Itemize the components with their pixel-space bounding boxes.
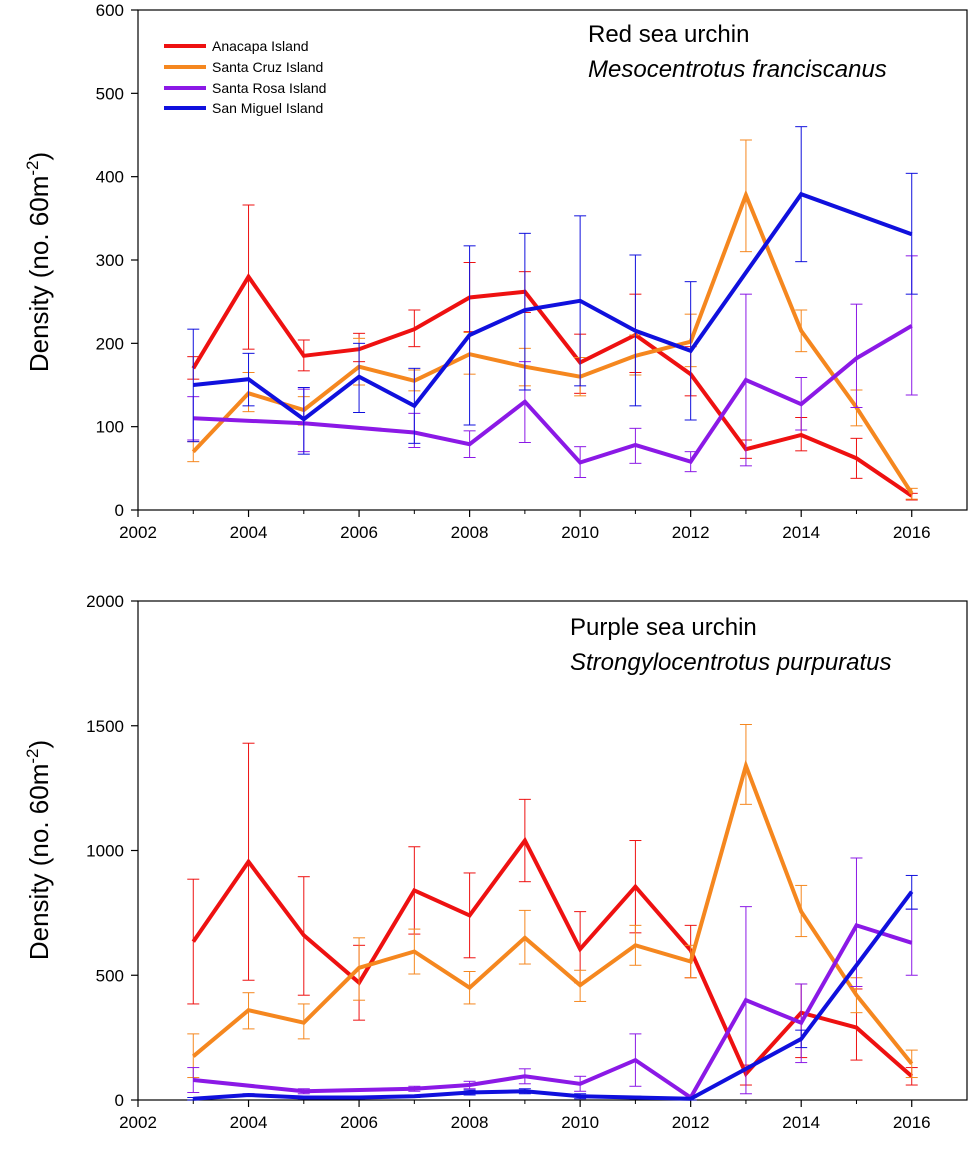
panel-red-sea-urchin: 0 100 200 300 400 500 600 2002 2004 2006 2008 2010… xyxy=(23,1,968,542)
y-tick-label: 200 xyxy=(96,334,124,353)
y-tick-label: 500 xyxy=(96,966,124,985)
y-tick-label: 2000 xyxy=(86,592,124,611)
y-axis: 0 500 1000 1500 2000 xyxy=(86,592,138,1110)
series-santa-rosa xyxy=(187,857,918,1101)
x-axis: 2002 2004 2006 2008 2010 2012 2014 2016 xyxy=(119,510,931,542)
y-axis: 0 100 200 300 400 500 600 xyxy=(96,1,138,520)
x-tick-label: 2016 xyxy=(893,1113,931,1132)
series-layer xyxy=(187,724,918,1101)
y-tick-label: 300 xyxy=(96,251,124,270)
x-tick-label: 2010 xyxy=(561,1113,599,1132)
x-tick-label: 2012 xyxy=(672,1113,710,1132)
y-tick-label: 0 xyxy=(115,501,124,520)
legend-label-anacapa: Anacapa Island xyxy=(212,38,309,54)
series-san-miguel xyxy=(187,874,918,1101)
x-tick-label: 2002 xyxy=(119,523,157,542)
series-san-miguel xyxy=(187,126,918,455)
series-santa-cruz xyxy=(187,139,918,500)
series-line-san-miguel xyxy=(193,890,914,1101)
y-axis-label: Density (no. 60m-2) xyxy=(23,152,54,372)
chart-subtitle: Strongylocentrotus purpuratus xyxy=(570,649,892,676)
x-tick-label: 2016 xyxy=(893,523,931,542)
y-tick-label: 1500 xyxy=(86,717,124,736)
legend: Anacapa Island Santa Cruz Island Santa R… xyxy=(164,38,326,116)
series-anacapa xyxy=(187,742,918,1086)
y-tick-label: 400 xyxy=(96,168,124,187)
legend-label-santa-rosa: Santa Rosa Island xyxy=(212,80,326,96)
series-line-santa-rosa xyxy=(193,923,913,1101)
x-tick-label: 2004 xyxy=(230,523,268,542)
y-tick-label: 600 xyxy=(96,1,124,20)
chart-title: Purple sea urchin xyxy=(570,614,757,641)
y-tick-label: 0 xyxy=(115,1091,124,1110)
series-santa-cruz xyxy=(187,724,918,1079)
series-layer xyxy=(187,126,918,501)
y-tick-label: 1000 xyxy=(86,842,124,861)
x-tick-label: 2008 xyxy=(451,1113,489,1132)
y-tick-label: 500 xyxy=(96,84,124,103)
chart-title: Red sea urchin xyxy=(588,21,749,48)
x-tick-label: 2002 xyxy=(119,1113,157,1132)
series-line-anacapa xyxy=(191,836,914,1078)
chart-subtitle: Mesocentrotus franciscanus xyxy=(588,56,887,83)
series-line-santa-rosa xyxy=(193,324,913,465)
x-axis: 2002 2004 2006 2008 2010 2012 2014 2016 xyxy=(119,1100,931,1132)
x-tick-label: 2006 xyxy=(340,523,378,542)
y-tick-label: 100 xyxy=(96,418,124,437)
series-line-anacapa xyxy=(191,273,913,498)
legend-label-san-miguel: San Miguel Island xyxy=(212,100,323,116)
x-tick-label: 2006 xyxy=(340,1113,378,1132)
x-tick-label: 2010 xyxy=(561,523,599,542)
x-tick-label: 2014 xyxy=(782,523,820,542)
x-tick-label: 2008 xyxy=(451,523,489,542)
series-line-san-miguel xyxy=(193,191,913,422)
x-tick-label: 2014 xyxy=(782,1113,820,1132)
series-anacapa xyxy=(187,204,918,501)
panel-purple-sea-urchin: 0 500 1000 1500 2000 2002 2004 2006 2008 2010 201… xyxy=(23,592,968,1132)
series-line-santa-cruz xyxy=(192,759,914,1066)
legend-label-santa-cruz: Santa Cruz Island xyxy=(212,59,323,75)
y-axis-label: Density (no. 60m-2) xyxy=(23,740,54,960)
series-line-santa-cruz xyxy=(191,189,914,495)
series-santa-rosa xyxy=(187,255,918,478)
x-tick-label: 2012 xyxy=(672,523,710,542)
x-tick-label: 2004 xyxy=(230,1113,268,1132)
